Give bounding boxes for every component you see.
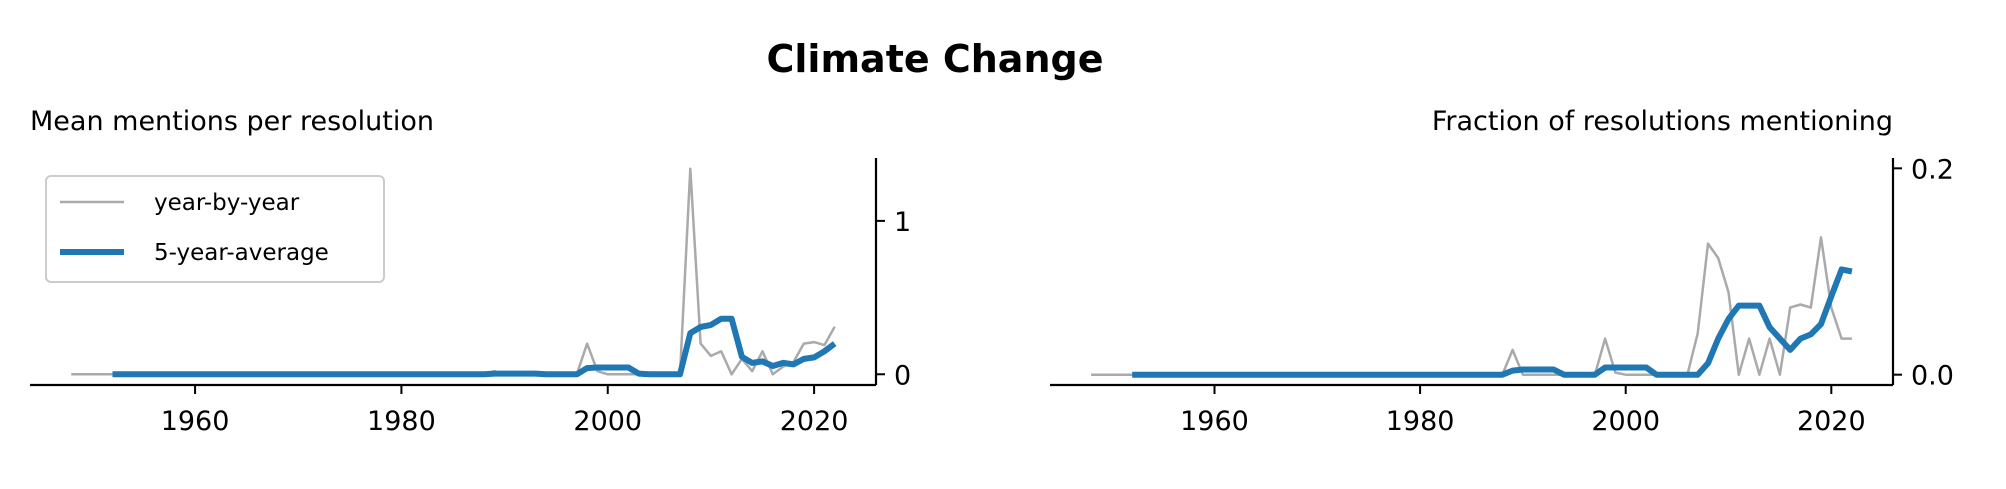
x-tick-label: 1980 [367, 406, 436, 437]
legend-label-5-year-average: 5-year-average [154, 240, 329, 266]
x-tick-label: 2000 [573, 406, 642, 437]
y-tick-label: 0.0 [1911, 361, 1954, 392]
figure-title: Climate Change [767, 37, 1104, 81]
x-tick-label: 2020 [1797, 406, 1866, 437]
panel-mean-mentions: Mean mentions per resolution 1960 1980 200… [30, 106, 911, 437]
x-tick-label: 1960 [1180, 406, 1249, 437]
y-tick-label: 0.2 [1911, 154, 1954, 185]
y-tick-label: 1 [894, 207, 911, 238]
panel-fraction-mentioning: Fraction of resolutions mentioning 1960 1… [1050, 106, 1954, 437]
y-tick-label: 0 [894, 360, 911, 391]
x-tick-label: 1980 [1386, 406, 1455, 437]
x-tick-label: 1960 [161, 406, 230, 437]
legend-frame [45, 175, 385, 283]
panel-title: Fraction of resolutions mentioning [1432, 106, 1893, 137]
series-line-5-year-average [112, 315, 837, 378]
legend-label-year-by-year: year-by-year [154, 190, 300, 216]
x-tick-label: 2000 [1591, 406, 1660, 437]
legend: year-by-year 5-year-average [45, 175, 385, 283]
x-tick-label: 2020 [780, 406, 849, 437]
panel-title: Mean mentions per resolution [30, 106, 434, 137]
series-line-5-year-average [1132, 266, 1853, 378]
